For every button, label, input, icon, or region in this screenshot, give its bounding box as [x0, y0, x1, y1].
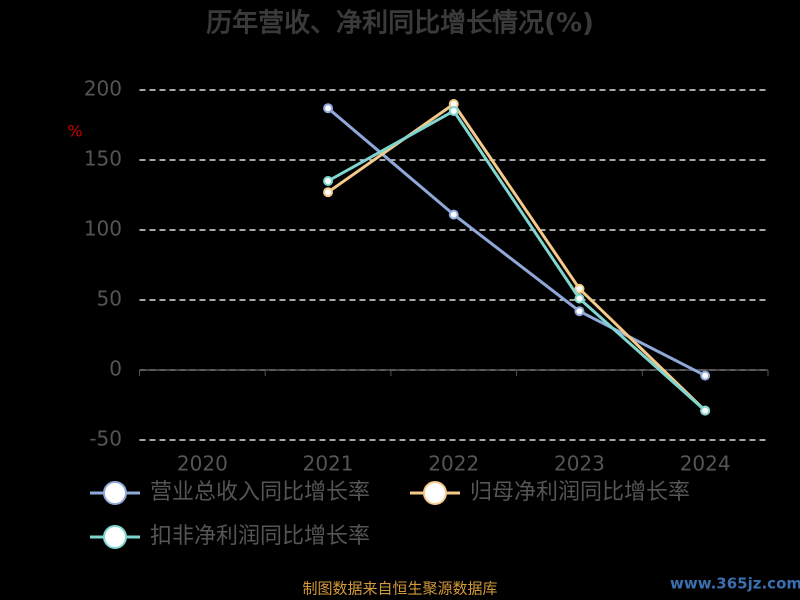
legend-marker — [103, 481, 127, 505]
y-tick-label: 100 — [84, 217, 122, 241]
data-point — [323, 187, 334, 198]
y-tick-label: 150 — [84, 147, 122, 171]
legend-label: 归母净利润同比增长率 — [470, 480, 690, 505]
y-tick-label: 50 — [97, 287, 122, 311]
y-tick-label: 200 — [84, 77, 122, 101]
data-point — [700, 370, 711, 381]
legend-marker — [103, 525, 127, 549]
y-tick-label: -50 — [89, 427, 122, 451]
series-line — [327, 101, 707, 412]
data-point — [448, 106, 459, 116]
data-point — [323, 176, 334, 186]
source-note: 制图数据来自恒生聚源数据库 — [302, 580, 497, 598]
legend-label: 扣非净利润同比增长率 — [150, 524, 370, 549]
series-line — [327, 109, 707, 412]
data-point — [700, 405, 711, 416]
y-tick-label: 0 — [109, 357, 122, 381]
series-line — [327, 107, 706, 377]
x-tick-label: 2022 — [428, 452, 479, 476]
x-tick-label: 2024 — [680, 452, 731, 476]
data-point — [574, 293, 585, 304]
x-tick-label: 2020 — [177, 452, 228, 476]
legend-label: 营业总收入同比增长率 — [150, 480, 370, 505]
x-tick-label: 2021 — [303, 452, 354, 476]
data-point — [574, 306, 585, 317]
data-point — [448, 209, 459, 220]
legend-marker — [423, 481, 447, 505]
data-point — [574, 283, 585, 294]
watermark: www.365jz.com — [670, 575, 800, 593]
chart-title: 历年营收、净利同比增长情况(%) — [206, 8, 594, 39]
y-axis-label: % — [67, 122, 82, 141]
x-tick-label: 2023 — [554, 452, 605, 476]
data-point — [323, 103, 334, 114]
